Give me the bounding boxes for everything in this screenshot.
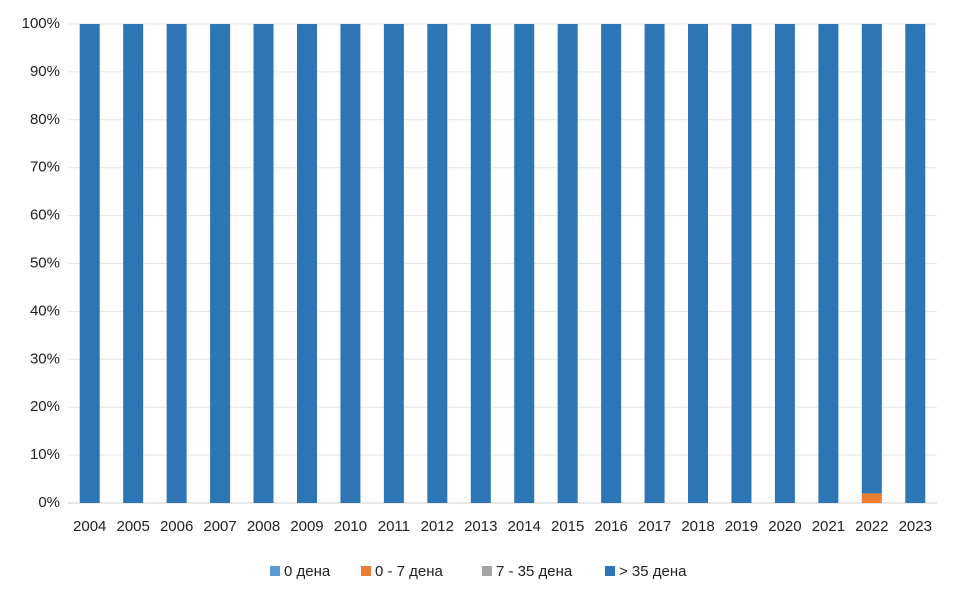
x-tick-label: 2022	[855, 518, 888, 535]
x-tick-label: 2020	[768, 518, 801, 535]
x-tick-label: 2011	[378, 518, 410, 535]
bar-segment	[774, 24, 795, 503]
y-tick-label: 20%	[30, 398, 60, 415]
x-tick-label: 2010	[334, 518, 367, 535]
bar-segment	[514, 24, 535, 503]
y-tick-label: 30%	[30, 350, 60, 367]
bar-segment	[340, 24, 361, 503]
y-tick-label: 90%	[30, 63, 60, 80]
legend-swatch	[605, 566, 615, 576]
bar-segment	[166, 24, 187, 503]
bar-segment	[905, 24, 926, 503]
bar-segment	[818, 24, 839, 503]
x-tick-label: 2013	[464, 518, 497, 535]
legend-swatch	[270, 566, 280, 576]
y-tick-label: 70%	[30, 159, 60, 176]
y-tick-label: 10%	[30, 446, 60, 463]
x-tick-label: 2009	[290, 518, 323, 535]
bar-segment	[861, 493, 882, 503]
bar-segment	[79, 24, 100, 503]
x-tick-label: 2019	[725, 518, 758, 535]
bar-segment	[470, 24, 491, 503]
x-tick-label: 2004	[73, 518, 106, 535]
legend-swatch	[482, 566, 492, 576]
x-tick-label: 2007	[203, 518, 236, 535]
x-tick-label: 2021	[812, 518, 845, 535]
y-tick-label: 100%	[22, 15, 60, 32]
bar-segment	[123, 24, 144, 503]
y-tick-label: 40%	[30, 302, 60, 319]
x-tick-label: 2018	[681, 518, 714, 535]
legend-swatch	[361, 566, 371, 576]
x-tick-label: 2006	[160, 518, 193, 535]
bar-segment	[557, 24, 578, 503]
y-tick-label: 0%	[38, 494, 60, 511]
x-tick-label: 2015	[551, 518, 584, 535]
bar-segment	[427, 24, 448, 503]
bar-segment	[296, 24, 317, 503]
legend-label: 0 - 7 дена	[375, 563, 444, 580]
x-tick-label: 2023	[899, 518, 932, 535]
legend-label: > 35 дена	[619, 563, 687, 580]
y-tick-label: 50%	[30, 254, 60, 271]
bar-segment	[253, 24, 274, 503]
bar-segment	[644, 24, 665, 503]
legend-label: 7 - 35 дена	[496, 563, 573, 580]
bar-segment	[601, 24, 622, 503]
bar-segment	[731, 24, 752, 503]
x-tick-label: 2005	[116, 518, 149, 535]
bar-segment	[861, 24, 882, 494]
bar-segment	[210, 24, 231, 503]
x-tick-label: 2014	[508, 518, 541, 535]
bar-segment	[383, 24, 404, 503]
x-tick-label: 2017	[638, 518, 671, 535]
bar-segment	[688, 24, 709, 503]
y-tick-label: 80%	[30, 111, 60, 128]
y-tick-label: 60%	[30, 207, 60, 224]
legend-label: 0 дена	[284, 563, 331, 580]
x-tick-label: 2012	[421, 518, 454, 535]
x-tick-label: 2008	[247, 518, 280, 535]
x-tick-label: 2016	[594, 518, 627, 535]
